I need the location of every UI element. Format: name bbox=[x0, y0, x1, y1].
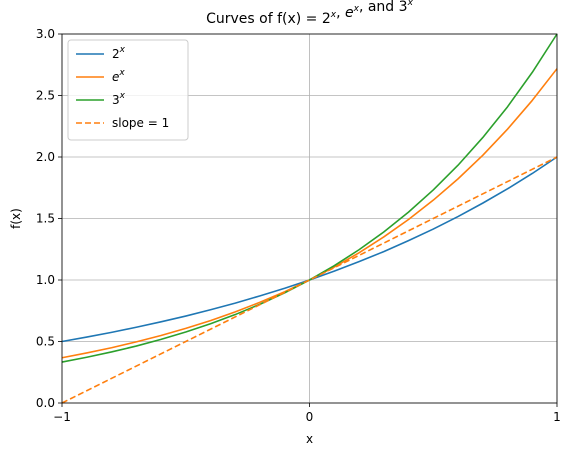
chart-title: Curves of f(x) = 2x, ex, and 3x bbox=[206, 0, 414, 27]
y-tick-label: 1.5 bbox=[36, 212, 55, 226]
legend-label-1: ex bbox=[112, 68, 125, 84]
legend-label-2: 3x bbox=[112, 91, 126, 107]
y-tick-label: 2.0 bbox=[36, 150, 55, 164]
x-tick-label: 1 bbox=[553, 410, 561, 424]
x-tick-label: 0 bbox=[306, 410, 314, 424]
y-tick-label: 2.5 bbox=[36, 89, 55, 103]
y-tick-label: 3.0 bbox=[36, 27, 55, 41]
y-tick-label: 1.0 bbox=[36, 273, 55, 287]
y-tick-label: 0.0 bbox=[36, 396, 55, 410]
y-axis-label: f(x) bbox=[9, 208, 23, 229]
legend-label-0: 2x bbox=[112, 45, 126, 61]
series-line-2 bbox=[61, 33, 558, 363]
x-axis-label: x bbox=[306, 432, 313, 446]
series-layer bbox=[61, 33, 558, 404]
legend-box bbox=[67, 39, 189, 141]
series-line-3 bbox=[61, 156, 558, 404]
x-tick-label: −1 bbox=[53, 410, 71, 424]
y-tick-label: 0.5 bbox=[36, 335, 55, 349]
legend: 2x ex 3x slope = 1 bbox=[67, 39, 189, 141]
ticks: −1 0 1 0.0 0.5 1.0 1.5 2.0 2.5 3.0 bbox=[36, 27, 561, 424]
legend-label-3: slope = 1 bbox=[112, 116, 169, 130]
